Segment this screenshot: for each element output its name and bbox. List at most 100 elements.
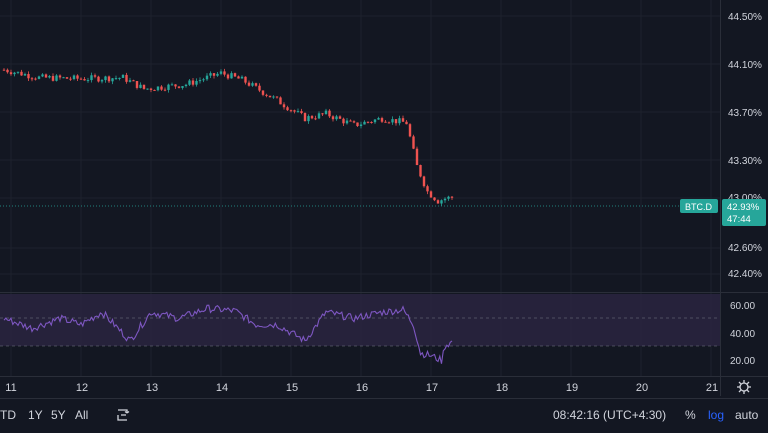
range-5y-button[interactable]: 5Y bbox=[51, 408, 66, 422]
candle-body bbox=[391, 119, 394, 123]
candle-body bbox=[160, 86, 163, 90]
price-axis[interactable]: 44.50% 44.10% 43.70% 43.30% 43.00% 42.60… bbox=[728, 12, 762, 280]
candle-body bbox=[240, 76, 244, 79]
candle-body bbox=[51, 76, 55, 81]
time-tick: 17 bbox=[426, 382, 438, 394]
candle-body bbox=[107, 76, 111, 82]
candle-body bbox=[349, 120, 352, 122]
candle-body bbox=[261, 90, 265, 95]
candle-body bbox=[55, 75, 58, 81]
candle-body bbox=[174, 84, 177, 87]
candle-body bbox=[293, 110, 296, 112]
candle-body bbox=[352, 121, 356, 123]
candle-body bbox=[405, 121, 408, 125]
candle-body bbox=[296, 111, 300, 113]
candle-body bbox=[44, 74, 48, 78]
candle-body bbox=[324, 110, 328, 114]
range-1y-button[interactable]: 1Y bbox=[28, 408, 43, 422]
range-ytd-button[interactable]: YTD bbox=[0, 408, 16, 422]
candle-body bbox=[65, 77, 69, 79]
candle-body bbox=[244, 76, 247, 83]
candle-body bbox=[233, 73, 237, 77]
candle-body bbox=[23, 74, 27, 76]
candle-body bbox=[303, 113, 307, 122]
settings-gear-icon[interactable] bbox=[737, 380, 751, 394]
candle-body bbox=[394, 119, 398, 124]
auto-scale-button[interactable]: auto bbox=[735, 408, 759, 422]
log-scale-button[interactable]: log bbox=[708, 408, 725, 422]
rsi-line bbox=[3, 304, 453, 364]
candles-layer bbox=[2, 68, 454, 206]
candle-body bbox=[321, 113, 324, 115]
price-tick: 44.50% bbox=[728, 12, 762, 23]
candle-body bbox=[72, 75, 76, 80]
candle-body bbox=[41, 74, 44, 77]
candle-body bbox=[272, 96, 275, 98]
candle-body bbox=[167, 84, 170, 90]
time-tick: 18 bbox=[496, 382, 508, 394]
candle-body bbox=[422, 176, 426, 187]
candle-body bbox=[93, 75, 97, 77]
gear-ring bbox=[739, 382, 749, 392]
candle-body bbox=[20, 71, 23, 76]
candle-body bbox=[79, 78, 83, 80]
candle-body bbox=[16, 71, 20, 73]
gear-teeth bbox=[737, 380, 751, 394]
candle-body bbox=[13, 72, 16, 75]
candle-body bbox=[436, 200, 440, 204]
candle-body bbox=[401, 118, 405, 122]
candle-body bbox=[433, 197, 436, 201]
time-axis[interactable]: 11 12 13 14 15 16 17 18 19 20 21 bbox=[5, 382, 718, 394]
candle-body bbox=[139, 84, 142, 88]
candle-body bbox=[97, 76, 100, 82]
candle-body bbox=[237, 76, 240, 79]
candle-body bbox=[37, 76, 41, 79]
candle-body bbox=[27, 74, 30, 79]
candle-body bbox=[198, 80, 202, 82]
candle-body bbox=[219, 71, 223, 74]
candle-body bbox=[331, 116, 335, 120]
candle-body bbox=[384, 121, 387, 123]
candle-body bbox=[128, 80, 132, 82]
candle-body bbox=[69, 78, 72, 80]
date-range-icon[interactable] bbox=[115, 407, 131, 423]
candle-body bbox=[419, 165, 422, 177]
candle-body bbox=[34, 78, 37, 80]
time-tick: 21 bbox=[706, 382, 718, 394]
rsi-band bbox=[0, 294, 720, 346]
time-tick: 16 bbox=[356, 382, 368, 394]
candle-body bbox=[146, 88, 149, 90]
candle-body bbox=[440, 200, 443, 204]
time-tick: 15 bbox=[286, 382, 298, 394]
candle-body bbox=[104, 76, 107, 81]
candle-body bbox=[387, 122, 391, 124]
candle-body bbox=[153, 89, 156, 91]
rsi-tick: 40.00 bbox=[730, 329, 755, 340]
range-all-button[interactable]: All bbox=[75, 408, 89, 422]
badge-symbol: BTC.D bbox=[685, 202, 713, 212]
candle-body bbox=[111, 78, 114, 82]
date-range-glyph bbox=[117, 409, 130, 421]
candle-body bbox=[156, 86, 160, 91]
candle-body bbox=[202, 79, 205, 81]
candle-body bbox=[223, 71, 226, 75]
chart-area[interactable]: 44.50% 44.10% 43.70% 43.30% 43.00% 42.60… bbox=[0, 0, 768, 396]
percent-scale-button[interactable]: % bbox=[685, 408, 696, 422]
rsi-axis[interactable]: 60.00 40.00 20.00 bbox=[730, 301, 755, 367]
time-tick: 14 bbox=[216, 382, 228, 394]
clock-timezone[interactable]: 08:42:16 (UTC+4:30) bbox=[553, 408, 667, 422]
candle-body bbox=[345, 120, 349, 124]
badge-price-box bbox=[722, 199, 766, 226]
price-tick: 43.00% bbox=[728, 193, 762, 204]
candle-body bbox=[170, 84, 174, 86]
candle-body bbox=[142, 84, 146, 89]
candle-body bbox=[62, 77, 65, 79]
candle-body bbox=[251, 83, 254, 86]
candle-body bbox=[412, 136, 415, 149]
grid-layer bbox=[0, 0, 720, 376]
chart-svg[interactable]: 44.50% 44.10% 43.70% 43.30% 43.00% 42.60… bbox=[0, 0, 768, 396]
rsi-tick: 20.00 bbox=[730, 356, 755, 367]
price-tick: 43.30% bbox=[728, 156, 762, 167]
time-tick: 12 bbox=[76, 382, 88, 394]
candle-body bbox=[373, 119, 377, 123]
